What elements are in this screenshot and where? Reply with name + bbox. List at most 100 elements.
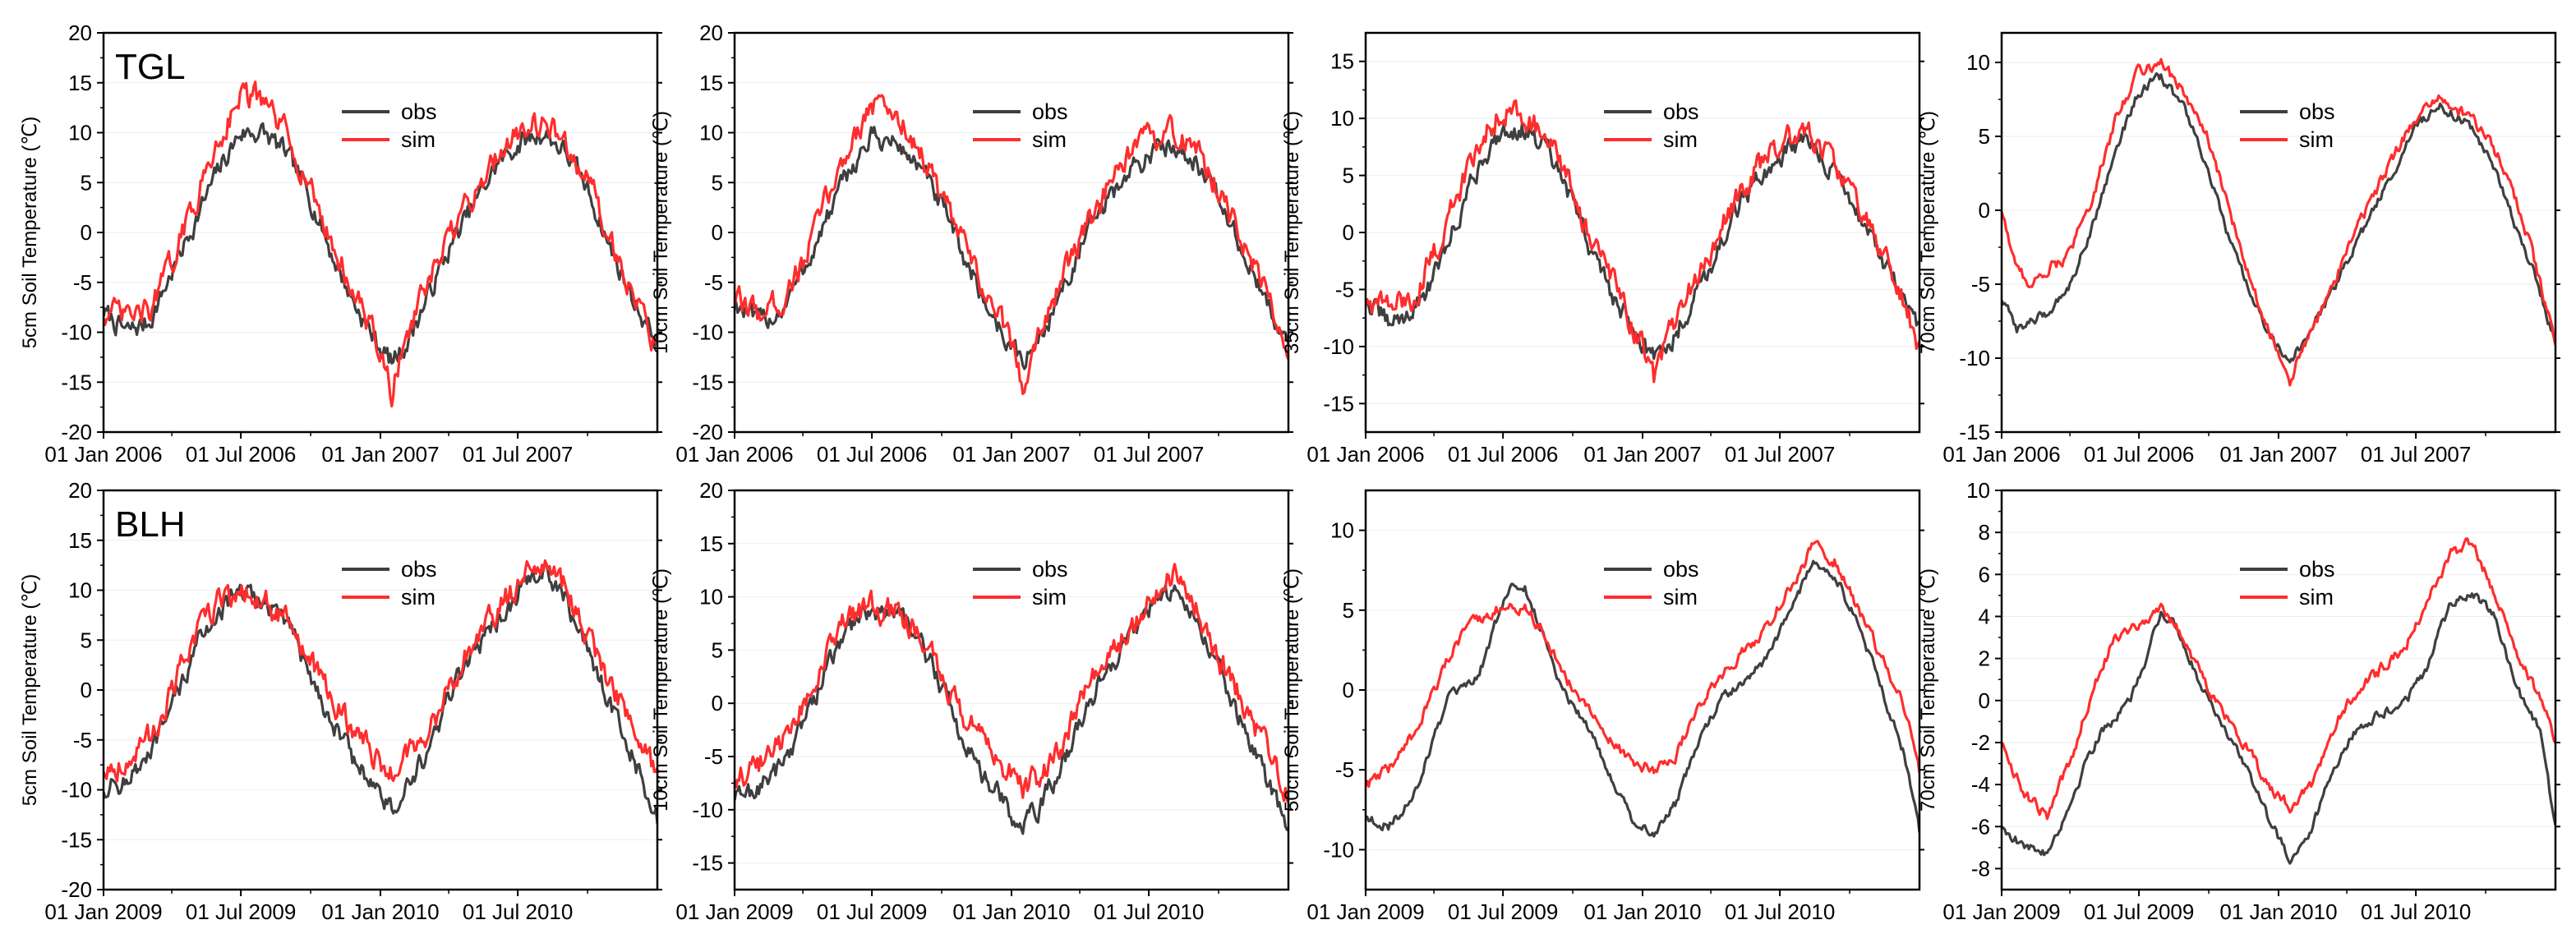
y-tick-label: -5 xyxy=(704,270,723,295)
y-tick-label: 5 xyxy=(712,637,723,662)
y-tick-label: 10 xyxy=(1966,478,1990,503)
x-tick-label: 01 Jul 2009 xyxy=(817,899,927,924)
y-tick-label: 20 xyxy=(699,21,723,45)
legend-label-sim: sim xyxy=(1663,127,1698,152)
y-tick-label: -10 xyxy=(1323,334,1354,359)
y-tick-label: -15 xyxy=(1323,391,1354,416)
x-tick-label: 01 Jan 2009 xyxy=(675,899,793,924)
y-tick-label: 5 xyxy=(81,628,92,652)
y-tick-label: -10 xyxy=(1323,837,1354,862)
x-tick-label: 01 Jul 2007 xyxy=(1725,442,1835,467)
y-tick-label: 0 xyxy=(1979,198,1990,223)
y-tick-label: 0 xyxy=(712,691,723,715)
y-tick-label: 10 xyxy=(1330,106,1354,131)
x-tick-label: 01 Jan 2007 xyxy=(321,442,439,467)
y-axis-title: 5cm Soil Temperature (℃) xyxy=(19,574,41,807)
panel-2: -20 -15 -10 -5 0 5 10 15 20 01 Jan 2006 01 Jul 200… xyxy=(650,21,1293,467)
y-tick-label: -10 xyxy=(692,320,723,345)
legend-label-obs: obs xyxy=(1663,99,1699,124)
panel-7: -10 -5 0 5 10 01 Jan 2009 01 Jul 2009 01 Jan 20… xyxy=(1281,489,1924,924)
x-tick-label: 01 Jan 2007 xyxy=(2219,442,2337,467)
x-tick-label: 01 Jul 2010 xyxy=(1094,899,1204,924)
legend-label-sim: sim xyxy=(1032,127,1067,152)
y-tick-label: 2 xyxy=(1979,646,1990,671)
y-tick-label: -10 xyxy=(692,798,723,822)
y-axis-title: 5cm Soil Temperature (℃) xyxy=(19,117,41,349)
legend-label-obs: obs xyxy=(1663,557,1699,582)
y-tick-label: 20 xyxy=(699,478,723,503)
x-tick-label: 01 Jul 2010 xyxy=(2361,899,2471,924)
y-tick-label: -5 xyxy=(704,744,723,769)
y-axis-title: 10cm Soil Temperature (℃) xyxy=(650,111,672,354)
y-tick-label: -5 xyxy=(73,270,92,295)
y-tick-label: 15 xyxy=(699,71,723,95)
x-tick-label: 01 Jul 2006 xyxy=(186,442,296,467)
y-axis-title: 70cm Soil Temperature (℃) xyxy=(1917,568,1939,812)
x-tick-label: 01 Jul 2007 xyxy=(463,442,573,467)
x-tick-label: 01 Jul 2006 xyxy=(1448,442,1558,467)
y-tick-label: -8 xyxy=(1971,856,1990,881)
y-tick-label: -5 xyxy=(1335,757,1354,782)
legend-label-sim: sim xyxy=(1663,585,1698,610)
x-tick-label: 01 Jan 2006 xyxy=(1942,442,2060,467)
x-tick-label: 01 Jan 2010 xyxy=(952,899,1070,924)
y-tick-label: 4 xyxy=(1979,604,1990,628)
y-tick-label: 15 xyxy=(68,71,92,95)
x-tick-label: 01 Jul 2009 xyxy=(1448,899,1558,924)
y-tick-label: -15 xyxy=(692,370,723,394)
y-tick-label: -10 xyxy=(61,778,92,803)
y-axis-title: 10cm Soil Temperature (℃) xyxy=(650,568,672,812)
panel-1: -20 -15 -10 -5 0 5 10 15 20 01 Jan 2006 01 Jul 200… xyxy=(19,21,662,467)
y-tick-label: -10 xyxy=(61,320,92,345)
y-tick-label: 15 xyxy=(68,528,92,553)
y-tick-label: 5 xyxy=(1343,598,1354,623)
series-line-sim xyxy=(104,559,657,783)
panel-8: -8 -6 -4 -2 0 2 4 6 8 10 01 Jan 2009 01 Jul 2009 01 … xyxy=(1917,478,2560,924)
legend-label-sim: sim xyxy=(1032,585,1067,610)
x-tick-label: 01 Jul 2009 xyxy=(186,899,296,924)
y-tick-label: 0 xyxy=(81,678,92,702)
y-tick-label: 0 xyxy=(1979,688,1990,713)
y-tick-label: 0 xyxy=(712,220,723,245)
y-tick-label: 10 xyxy=(1966,50,1990,75)
panel-6: -15 -10 -5 0 5 10 15 20 01 Jan 2009 01 Jul 2009 01… xyxy=(650,478,1293,924)
x-tick-label: 01 Jul 2009 xyxy=(2084,899,2194,924)
y-tick-label: -6 xyxy=(1971,814,1990,839)
series-line-sim xyxy=(104,80,657,408)
x-tick-label: 01 Jan 2006 xyxy=(44,442,162,467)
panel-label-tgl: TGL xyxy=(115,47,186,87)
series-line-sim xyxy=(2002,58,2555,387)
plot-frame xyxy=(2000,31,2557,434)
y-tick-label: 20 xyxy=(68,21,92,45)
y-tick-label: -2 xyxy=(1971,730,1990,755)
panel-4: -15 -10 -5 0 5 10 01 Jan 2006 01 Jul 2006 01 Jan… xyxy=(1917,31,2560,467)
legend-label-obs: obs xyxy=(2299,557,2335,582)
y-tick-label: -15 xyxy=(1959,420,1990,444)
x-tick-label: 01 Jan 2009 xyxy=(44,899,162,924)
y-tick-label: -15 xyxy=(61,827,92,852)
x-tick-label: 01 Jan 2007 xyxy=(1583,442,1701,467)
y-axis-title: 50cm Soil Temperature (℃) xyxy=(1281,568,1303,812)
legend-label-sim: sim xyxy=(401,127,435,152)
y-tick-label: -20 xyxy=(61,877,92,902)
y-tick-label: 10 xyxy=(68,578,92,603)
y-tick-label: -15 xyxy=(692,851,723,876)
y-tick-label: 0 xyxy=(1343,220,1354,245)
y-tick-label: 15 xyxy=(1330,49,1354,74)
series-line-sim xyxy=(2002,537,2555,821)
legend-label-obs: obs xyxy=(1032,99,1068,124)
panel-label-blh: BLH xyxy=(115,504,186,545)
x-tick-label: 01 Jan 2006 xyxy=(1306,442,1424,467)
series-line-obs xyxy=(1366,559,1919,838)
x-tick-label: 01 Jul 2006 xyxy=(817,442,927,467)
y-tick-label: -5 xyxy=(1335,277,1354,301)
y-tick-label: 0 xyxy=(1343,678,1354,702)
y-tick-label: -20 xyxy=(61,420,92,444)
x-tick-label: 01 Jul 2007 xyxy=(1094,442,1204,467)
y-tick-label: 5 xyxy=(1979,124,1990,149)
x-tick-label: 01 Jan 2010 xyxy=(321,899,439,924)
series-line-obs xyxy=(2002,592,2555,865)
series-line-obs xyxy=(104,562,657,824)
y-tick-label: 0 xyxy=(81,220,92,245)
